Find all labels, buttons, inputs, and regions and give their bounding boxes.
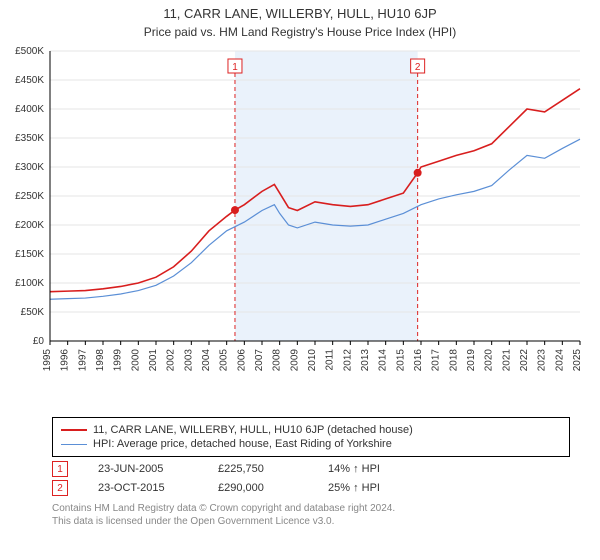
svg-text:2009: 2009: [289, 349, 300, 372]
svg-text:1997: 1997: [77, 349, 88, 372]
svg-text:£300K: £300K: [15, 162, 44, 173]
svg-text:2004: 2004: [201, 349, 212, 372]
svg-text:2005: 2005: [219, 349, 230, 372]
svg-text:2017: 2017: [431, 349, 442, 372]
svg-text:2019: 2019: [466, 349, 477, 372]
sale-price: £225,750: [218, 463, 298, 475]
title-subtitle: Price paid vs. HM Land Registry's House …: [0, 25, 600, 39]
svg-text:2002: 2002: [166, 349, 177, 372]
svg-text:£0: £0: [33, 336, 45, 347]
svg-text:2018: 2018: [448, 349, 459, 372]
svg-text:2001: 2001: [148, 349, 159, 372]
sale-date: 23-OCT-2015: [98, 482, 188, 494]
sales-table: 1 23-JUN-2005 £225,750 14% ↑ HPI 2 23-OC…: [52, 461, 570, 496]
legend-swatch-property: [61, 429, 87, 431]
footer: Contains HM Land Registry data © Crown c…: [52, 502, 570, 528]
svg-text:2010: 2010: [307, 349, 318, 372]
svg-text:1995: 1995: [42, 349, 53, 372]
svg-text:1998: 1998: [95, 349, 106, 372]
svg-text:2022: 2022: [519, 349, 530, 372]
svg-text:2021: 2021: [501, 349, 512, 372]
legend-row: HPI: Average price, detached house, East…: [61, 438, 561, 450]
title-address: 11, CARR LANE, WILLERBY, HULL, HU10 6JP: [0, 6, 600, 21]
svg-text:2007: 2007: [254, 349, 265, 372]
svg-text:2000: 2000: [130, 349, 141, 372]
svg-text:£250K: £250K: [15, 191, 44, 202]
footer-line1: Contains HM Land Registry data © Crown c…: [52, 502, 570, 515]
svg-text:2014: 2014: [378, 349, 389, 372]
svg-text:£450K: £450K: [15, 75, 44, 86]
chart-area: £0 £50K £100K £150K £200K £250K £300K £350K £400…: [0, 41, 600, 411]
svg-text:2024: 2024: [554, 349, 565, 372]
sale-marker-icon: 1: [52, 461, 68, 477]
svg-text:2006: 2006: [236, 349, 247, 372]
sale-date: 23-JUN-2005: [98, 463, 188, 475]
legend-label-hpi: HPI: Average price, detached house, East…: [93, 438, 392, 450]
svg-text:2003: 2003: [183, 349, 194, 372]
chart-svg: £0 £50K £100K £150K £200K £250K £300K £350K £400…: [0, 41, 600, 411]
chart-container: 11, CARR LANE, WILLERBY, HULL, HU10 6JP …: [0, 0, 600, 528]
svg-text:1999: 1999: [113, 349, 124, 372]
svg-text:£400K: £400K: [15, 104, 44, 115]
svg-text:£150K: £150K: [15, 249, 44, 260]
svg-text:2011: 2011: [325, 349, 336, 371]
legend-swatch-hpi: [61, 444, 87, 445]
svg-text:2013: 2013: [360, 349, 371, 372]
sale-delta: 25% ↑ HPI: [328, 482, 418, 494]
svg-text:£350K: £350K: [15, 133, 44, 144]
svg-text:2025: 2025: [572, 349, 583, 372]
svg-text:2015: 2015: [395, 349, 406, 372]
legend-row: 11, CARR LANE, WILLERBY, HULL, HU10 6JP …: [61, 424, 561, 436]
table-row: 1 23-JUN-2005 £225,750 14% ↑ HPI: [52, 461, 570, 477]
svg-text:1: 1: [232, 62, 238, 73]
svg-text:2012: 2012: [342, 349, 353, 372]
svg-text:2023: 2023: [537, 349, 548, 372]
sale-delta: 14% ↑ HPI: [328, 463, 418, 475]
svg-text:2: 2: [415, 62, 421, 73]
titles: 11, CARR LANE, WILLERBY, HULL, HU10 6JP …: [0, 0, 600, 41]
legend-label-property: 11, CARR LANE, WILLERBY, HULL, HU10 6JP …: [93, 424, 413, 436]
svg-text:£500K: £500K: [15, 46, 44, 57]
svg-text:2008: 2008: [272, 349, 283, 372]
table-row: 2 23-OCT-2015 £290,000 25% ↑ HPI: [52, 480, 570, 496]
legend-box: 11, CARR LANE, WILLERBY, HULL, HU10 6JP …: [52, 417, 570, 457]
svg-text:2016: 2016: [413, 349, 424, 372]
svg-text:£50K: £50K: [21, 307, 45, 318]
footer-line2: This data is licensed under the Open Gov…: [52, 515, 570, 528]
svg-text:£200K: £200K: [15, 220, 44, 231]
sale-price: £290,000: [218, 482, 298, 494]
svg-text:2020: 2020: [484, 349, 495, 372]
sale-marker-icon: 2: [52, 480, 68, 496]
svg-text:£100K: £100K: [15, 278, 44, 289]
svg-text:1996: 1996: [60, 349, 71, 372]
